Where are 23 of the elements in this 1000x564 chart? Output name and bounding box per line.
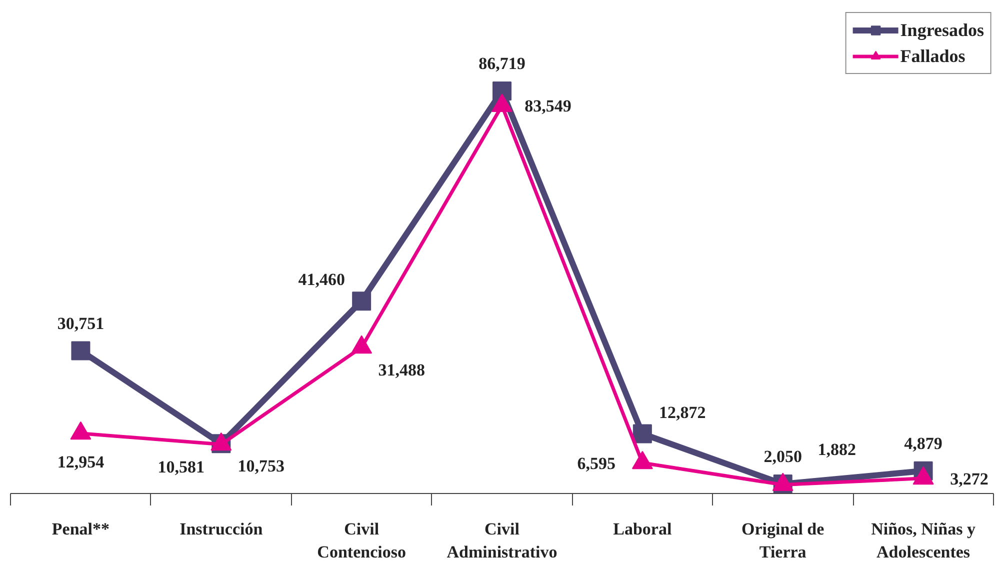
data-label: 83,549 (524, 96, 572, 116)
legend-label: Ingresados (900, 20, 984, 40)
data-label: 31,488 (378, 360, 425, 380)
data-label: 4,879 (904, 434, 942, 453)
data-label: 12,954 (57, 452, 105, 472)
data-label: 10,753 (238, 456, 285, 476)
x-tick-label: Instrucción (180, 520, 264, 538)
x-tick-label: Laboral (613, 520, 672, 538)
data-label: 6,595 (577, 454, 616, 473)
data-label: 41,460 (298, 270, 345, 290)
data-label: 1,882 (818, 440, 856, 459)
legend-label: Fallados (900, 46, 966, 66)
x-tick-label: Civil Contencioso (317, 520, 406, 562)
data-label: 86,719 (478, 54, 526, 73)
x-tick-label: Civil Administrativo (446, 520, 558, 562)
x-tick-label: Penal** (52, 520, 110, 538)
x-tick-label: Niños, Niñas y Adolescentes (871, 520, 976, 562)
data-label: 30,751 (57, 314, 104, 333)
data-label: 3,272 (950, 469, 988, 488)
data-label: 2,050 (764, 446, 802, 466)
data-label: 12,872 (659, 402, 706, 422)
data-label: 10,581 (158, 457, 205, 476)
x-tick-label: Original de Tierra (742, 520, 825, 562)
